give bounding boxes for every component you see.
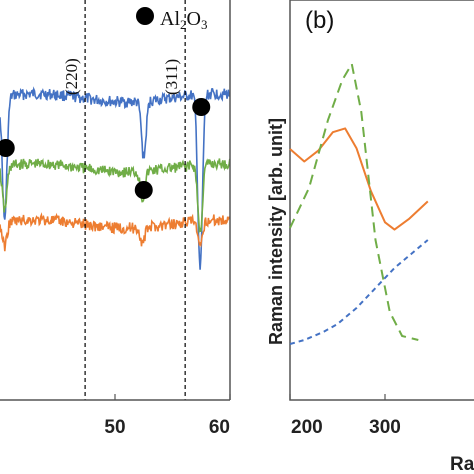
panel-a-series-line-3 [0,212,231,252]
reference-line-label-1: (220) [62,58,81,95]
panel-b-frame [289,0,474,401]
panel-b-series-group [289,63,429,345]
panel-b: (b) Raman intensity [arb. unit] 200 300 R… [266,0,474,474]
legend-label: Al2O3 [160,8,207,32]
panel-b-series-line-1 [289,127,429,231]
peak-marker-1 [0,139,15,157]
panel-a-x-tick-label-1: 50 [104,417,125,438]
legend-marker-circle [136,7,154,25]
panel-a-series-line-1 [0,86,231,270]
panel-b-label: (b) [305,7,334,34]
panel-a-x-tick-label-2: 60 [209,417,230,438]
panel-a-x-ticks: 50 60 [104,394,231,438]
panel-b-x-ticks: 200 300 [289,394,401,438]
panel-a-reference-lines: (220) (311) [62,0,186,400]
panel-b-x-tick-label-1: 200 [291,417,323,438]
panel-b-x-tick-label-2: 300 [369,417,401,438]
panel-a-peak-markers [0,98,211,199]
panel-b-series-line-2 [289,63,419,341]
panel-b-y-axis-label: Raman intensity [arb. unit] [266,118,286,345]
reference-line-label-2: (311) [162,59,181,95]
peak-marker-3 [192,98,211,116]
panel-b-series-line-3 [289,239,429,345]
panel-a: (220) (311) 50 60 Al2O3 [0,0,231,438]
panel-a-series-line-2 [0,157,231,235]
panel-a-series-group [0,86,231,270]
panel-a-legend: Al2O3 [136,7,207,32]
panel-b-x-axis-label: Ra [450,454,474,474]
peak-marker-2 [134,181,153,199]
